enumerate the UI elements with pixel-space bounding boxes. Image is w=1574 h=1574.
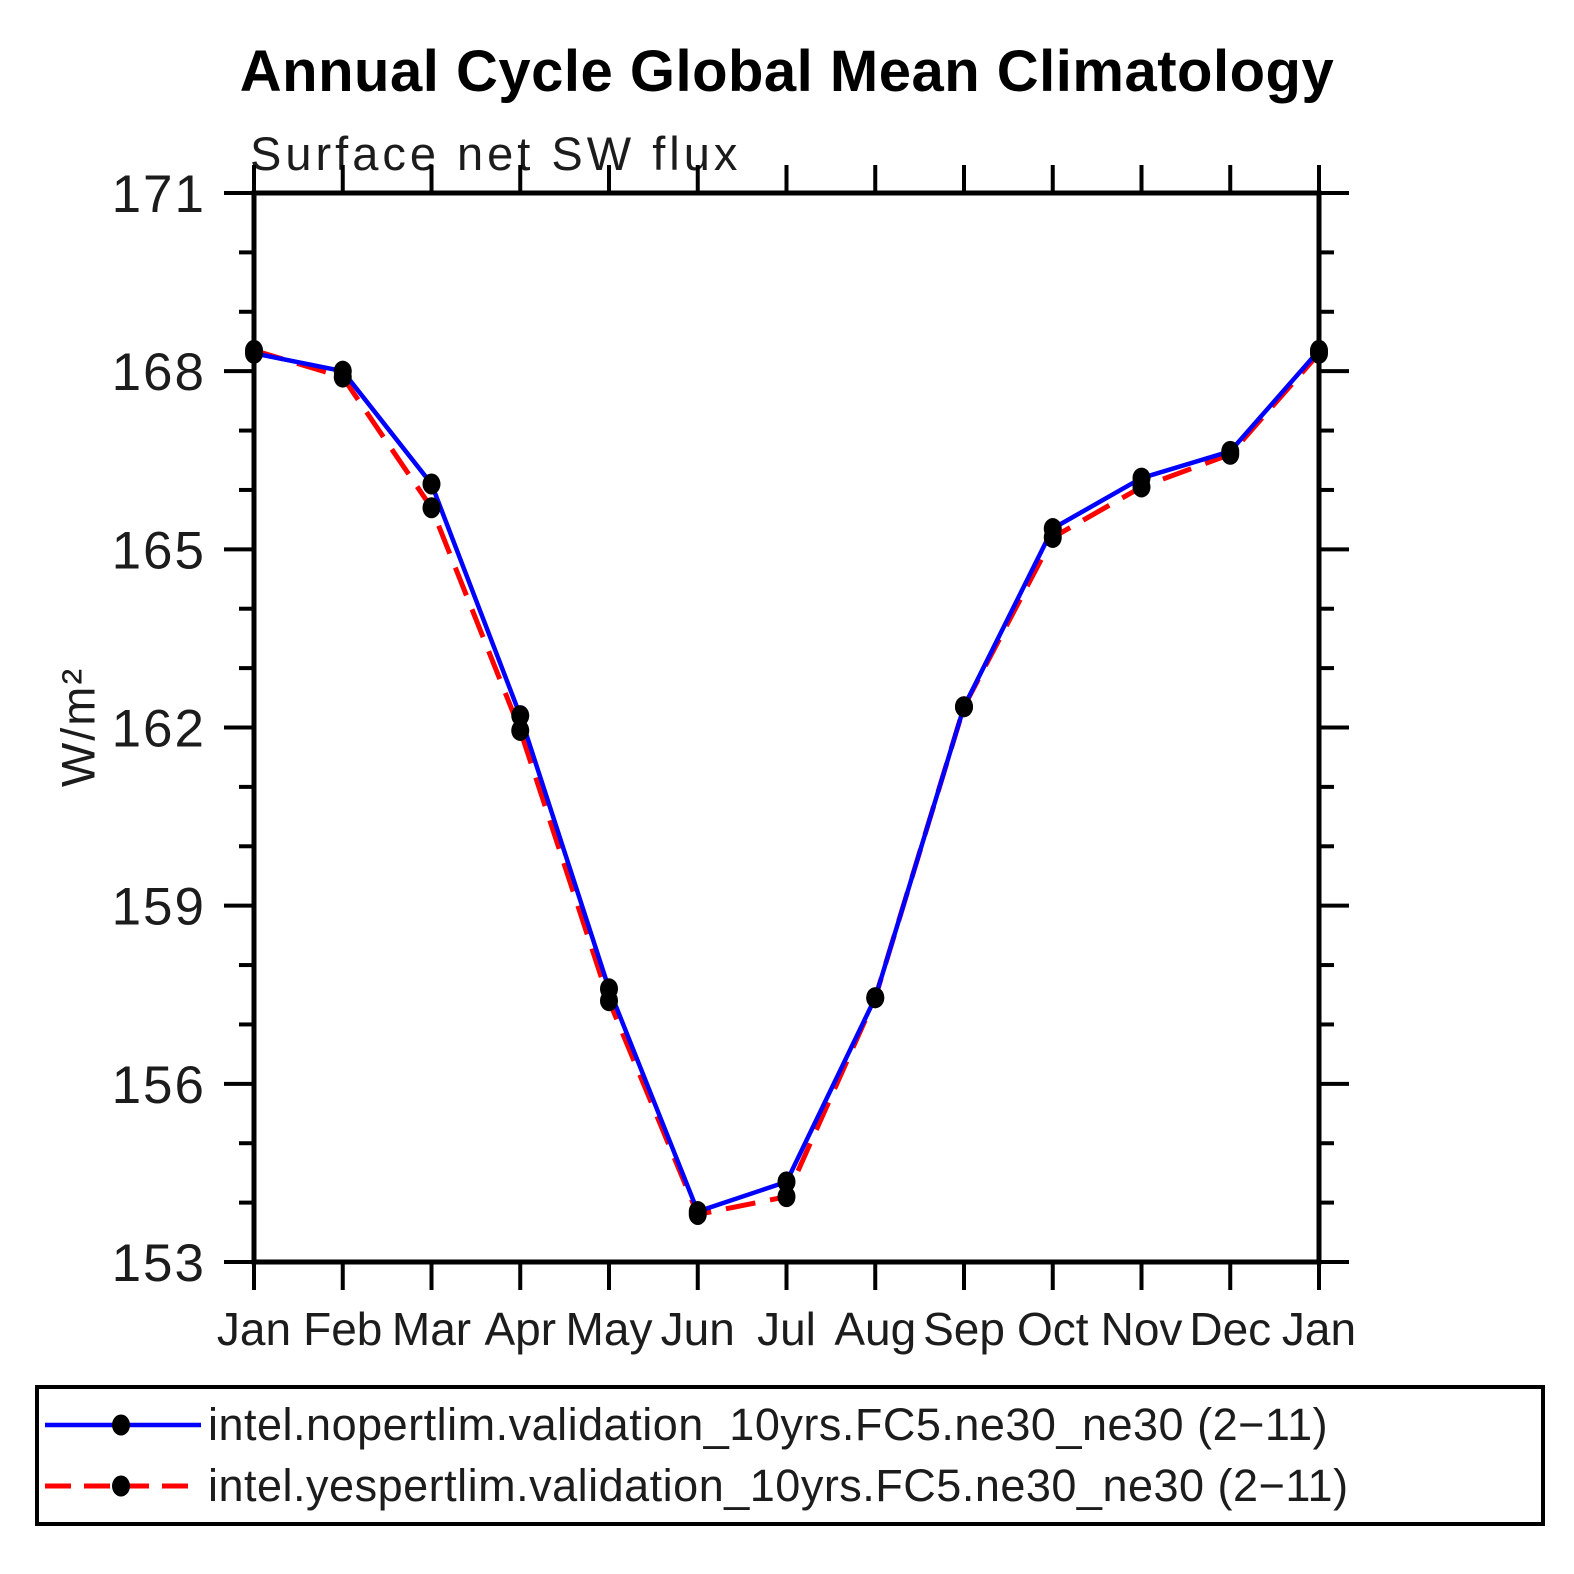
plot-box: [251, 190, 1322, 1265]
month-label: Dec: [1189, 1303, 1271, 1355]
y-tick-label: 156: [112, 1056, 206, 1115]
month-label: Apr: [484, 1303, 556, 1355]
data-point-dot: [955, 696, 973, 718]
legend-line-sample-solid: [45, 1414, 201, 1436]
month-label: Jun: [661, 1303, 735, 1355]
month-label: Feb: [303, 1303, 382, 1355]
data-point-dot: [1221, 440, 1240, 462]
month-label: Jan: [1282, 1303, 1356, 1355]
data-point-dot: [245, 342, 263, 364]
legend-label-yespertlim: intel.yespertlim.validation_10yrs.FC5.ne…: [208, 1460, 1349, 1512]
x-axis-ticks: [252, 165, 1321, 1290]
legend-item-yespertlim: intel.yespertlim.validation_10yrs.FC5.ne…: [41, 1460, 1541, 1512]
legend-box: intel.nopertlim.validation_10yrs.FC5.ne3…: [35, 1385, 1545, 1526]
data-point-dot: [1132, 467, 1151, 489]
y-tick-label: 171: [112, 165, 206, 224]
data-point-dot: [1043, 518, 1062, 540]
data-point-dot: [511, 705, 530, 727]
data-point-dot: [422, 497, 441, 519]
month-label: Oct: [1017, 1303, 1089, 1355]
legend-marker-dot: [112, 1475, 130, 1497]
month-label: Jul: [757, 1303, 816, 1355]
data-point-dot: [777, 1171, 796, 1193]
series-line-yespertlim: [253, 347, 1321, 1218]
legend-marker-dot: [112, 1414, 130, 1436]
legend-item-nopertlim: intel.nopertlim.validation_10yrs.FC5.ne3…: [41, 1399, 1541, 1451]
data-point-dot: [866, 987, 885, 1009]
y-tick-label: 153: [112, 1234, 206, 1293]
month-label: Sep: [923, 1303, 1005, 1355]
y-tick-label: 165: [112, 521, 206, 580]
data-point-dot: [600, 978, 618, 1000]
month-label: Jan: [217, 1303, 291, 1355]
data-point-dot: [511, 719, 530, 741]
y-tick-label: 162: [112, 700, 206, 759]
data-point-dot: [688, 1201, 707, 1223]
y-tick-label: 168: [112, 343, 206, 402]
data-point-dot: [333, 360, 352, 382]
month-label: Aug: [834, 1303, 916, 1355]
chart-title: Annual Cycle Global Mean Climatology: [239, 39, 1335, 104]
data-point-dot: [777, 1186, 796, 1208]
month-labels: Jan Feb Mar Apr May Jun Jul Aug Sep Oct Nov Dec Jan: [217, 1303, 1356, 1355]
month-label: Mar: [392, 1303, 471, 1355]
y-tick-label: 159: [112, 878, 206, 937]
data-point-dot: [422, 473, 441, 495]
series-markers: [245, 339, 1328, 1223]
legend-line-sample-dashed: [45, 1475, 201, 1497]
month-label: Nov: [1101, 1303, 1183, 1355]
chart-subtitle: Surface net SW flux: [250, 127, 742, 180]
series-line-nopertlim: [253, 348, 1321, 1215]
month-label: May: [566, 1303, 653, 1355]
legend-label-nopertlim: intel.nopertlim.validation_10yrs.FC5.ne3…: [208, 1398, 1329, 1450]
y-tick-labels: 153 156 159 162 165 168 171: [112, 165, 206, 1293]
data-point-dot: [1310, 339, 1328, 361]
y-axis-ticks: [224, 191, 1349, 1264]
